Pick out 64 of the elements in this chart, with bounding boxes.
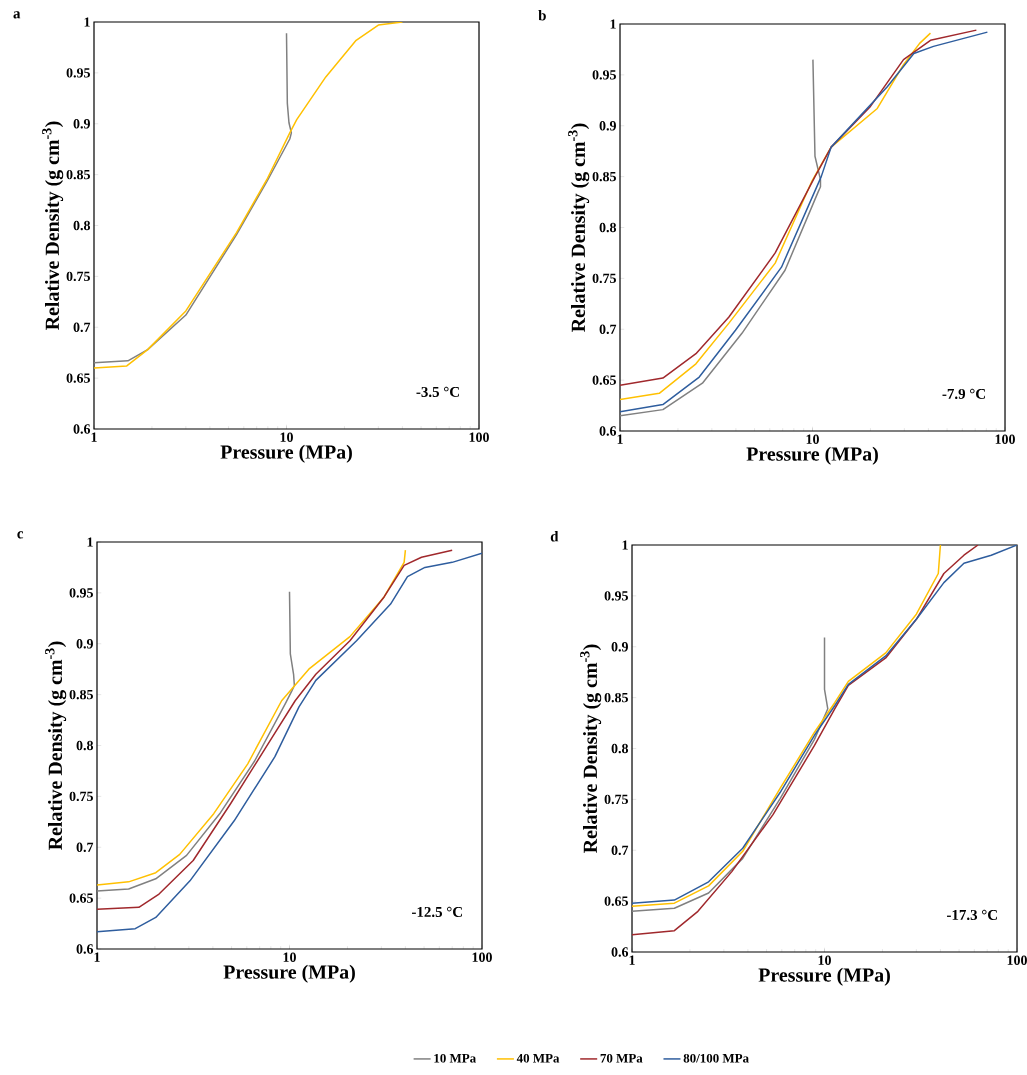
y-tick-label: 0.85	[592, 171, 616, 182]
y-tick-label: 0.75	[592, 273, 616, 284]
y-tick-label: 0.95	[604, 591, 628, 601]
y-tick-label: 0.8	[599, 222, 617, 233]
chart-title: c	[17, 531, 24, 539]
y-tick-label: 0.7	[611, 845, 629, 855]
y-tick-label: 0.8	[611, 743, 629, 754]
chart-title: a	[13, 11, 21, 19]
y-tick-label: 0.9	[611, 642, 628, 652]
y-tick-label: 0.6	[76, 944, 94, 954]
legend-label: 10 MPa	[434, 1053, 476, 1063]
x-tick-label: 100	[469, 432, 489, 442]
x-tick-label: 10	[818, 955, 831, 965]
y-tick-label: 0.6	[73, 424, 91, 434]
annotation: -7.9 °C	[942, 388, 985, 399]
y-tick-label: 0.95	[69, 588, 93, 598]
y-axis-title: Relative Density (g cm$^{-3}$)	[580, 644, 602, 853]
x-tick-label: 10	[280, 432, 293, 442]
y-tick-label: 0.75	[69, 791, 93, 802]
y-tick-label: 0.8	[73, 220, 91, 231]
y-tick-label: 0.7	[76, 842, 94, 852]
x-tick-label: 100	[995, 434, 1015, 444]
y-axis-title: Relative Density (g cm$^{-3}$)	[568, 123, 590, 332]
annotation: -12.5 °C	[412, 906, 462, 917]
y-tick-label: 0.9	[73, 119, 90, 129]
y-tick-label: 0.85	[66, 169, 90, 180]
y-tick-label: 0.65	[604, 896, 628, 906]
y-tick-label: 0.9	[76, 639, 93, 649]
y-tick-label: 1	[84, 17, 90, 27]
x-axis-title: Pressure (MPa)	[223, 964, 355, 983]
y-tick-label: 0.95	[592, 70, 616, 80]
y-tick-label: 0.85	[604, 692, 628, 703]
y-tick-label: 0.7	[73, 322, 91, 332]
legend-label: 70 MPa	[600, 1053, 643, 1063]
y-axis-title: Relative Density (g cm$^{-3}$)	[45, 641, 67, 850]
y-tick-label: 1	[610, 19, 616, 29]
x-tick-label: 10	[283, 952, 296, 962]
y-tick-label: 0.65	[592, 375, 616, 385]
x-tick-label: 10	[806, 434, 819, 444]
y-tick-label: 0.6	[599, 426, 617, 436]
x-tick-label: 100	[1007, 955, 1027, 965]
y-tick-label: 1	[622, 540, 628, 550]
y-tick-label: 0.6	[611, 947, 629, 957]
y-tick-label: 0.95	[66, 68, 90, 78]
y-tick-label: 0.75	[604, 794, 628, 805]
y-tick-label: 1	[87, 537, 93, 547]
x-axis-title: Pressure (MPa)	[746, 446, 878, 465]
y-tick-label: 0.9	[599, 121, 616, 131]
chart-title: d	[550, 531, 559, 542]
legend-label: 40 MPa	[516, 1053, 560, 1063]
annotation: -17.3 °C	[947, 909, 997, 920]
y-tick-label: 0.7	[599, 324, 617, 334]
chart-title: b	[538, 10, 546, 21]
legend-label: 80/100 MPa	[683, 1053, 749, 1063]
y-tick-label: 0.85	[69, 689, 93, 700]
y-tick-label: 0.8	[76, 740, 94, 751]
annotation: -3.5 °C	[416, 386, 459, 397]
y-tick-label: 0.75	[66, 271, 90, 282]
x-axis-title: Pressure (MPa)	[220, 444, 352, 463]
y-tick-label: 0.65	[69, 893, 93, 903]
y-tick-label: 0.65	[66, 373, 90, 383]
y-axis-title: Relative Density (g cm$^{-3}$)	[42, 121, 64, 330]
x-axis-title: Pressure (MPa)	[758, 967, 890, 986]
x-tick-label: 100	[472, 952, 492, 962]
